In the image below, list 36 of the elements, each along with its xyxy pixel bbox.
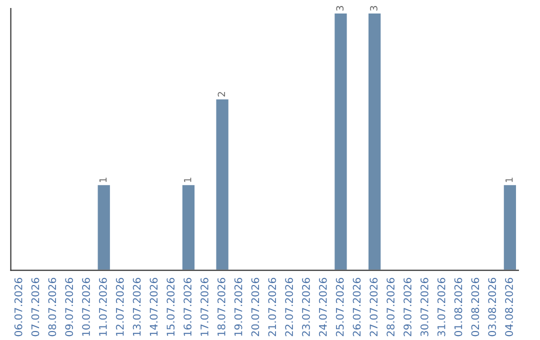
data-label: 3 bbox=[336, 6, 344, 11]
x-tick-label: 18.07.2026 bbox=[217, 278, 226, 336]
x-tick-label: 09.07.2026 bbox=[65, 278, 74, 336]
data-label: 1 bbox=[184, 178, 192, 182]
x-tick-label: 29.07.2026 bbox=[404, 278, 412, 336]
x-tick-label: 01.08.2026 bbox=[454, 278, 462, 336]
x-tick-label: 31.07.2026 bbox=[437, 278, 446, 336]
x-tick-label: 10.07.2026 bbox=[82, 278, 90, 336]
x-tick-label: 30.07.2026 bbox=[420, 278, 428, 336]
x-tick-label: 14.07.2026 bbox=[150, 278, 158, 336]
x-tick-label: 11.07.2026 bbox=[99, 278, 107, 336]
x-tick-label: 02.08.2026 bbox=[471, 278, 480, 336]
x-tick-label: 17.07.2026 bbox=[200, 278, 208, 336]
x-tick-label: 19.07.2026 bbox=[234, 278, 242, 336]
x-tick-label: 13.07.2026 bbox=[132, 278, 141, 336]
x-tick-label: 04.08.2026 bbox=[505, 278, 513, 336]
x-tick-label: 23.07.2026 bbox=[302, 278, 310, 336]
data-label: 3 bbox=[370, 6, 378, 11]
x-tick-label: 26.07.2026 bbox=[352, 278, 361, 336]
x-tick-label: 20.07.2026 bbox=[251, 278, 260, 336]
x-tick-label: 06.07.2026 bbox=[14, 278, 22, 336]
x-tick-label: 07.07.2026 bbox=[31, 278, 40, 336]
x-tick-label: 21.07.2026 bbox=[268, 278, 276, 336]
x-tick-label: 22.07.2026 bbox=[285, 278, 293, 336]
x-tick-label: 28.07.2026 bbox=[386, 278, 395, 336]
x-tick-label: 15.07.2026 bbox=[166, 278, 175, 336]
x-tick-label: 25.07.2026 bbox=[336, 278, 344, 336]
x-tick-label: 08.07.2026 bbox=[48, 278, 56, 336]
x-tick-label: 16.07.2026 bbox=[184, 278, 192, 336]
data-label: 1 bbox=[99, 178, 107, 182]
data-label: 2 bbox=[218, 92, 225, 97]
x-tick-label: 12.07.2026 bbox=[116, 278, 124, 336]
x-tick-label: 24.07.2026 bbox=[318, 278, 327, 336]
x-tick-label: 27.07.2026 bbox=[370, 278, 378, 336]
x-tick-label: 03.08.2026 bbox=[488, 278, 496, 336]
data-label: 1 bbox=[506, 178, 513, 182]
